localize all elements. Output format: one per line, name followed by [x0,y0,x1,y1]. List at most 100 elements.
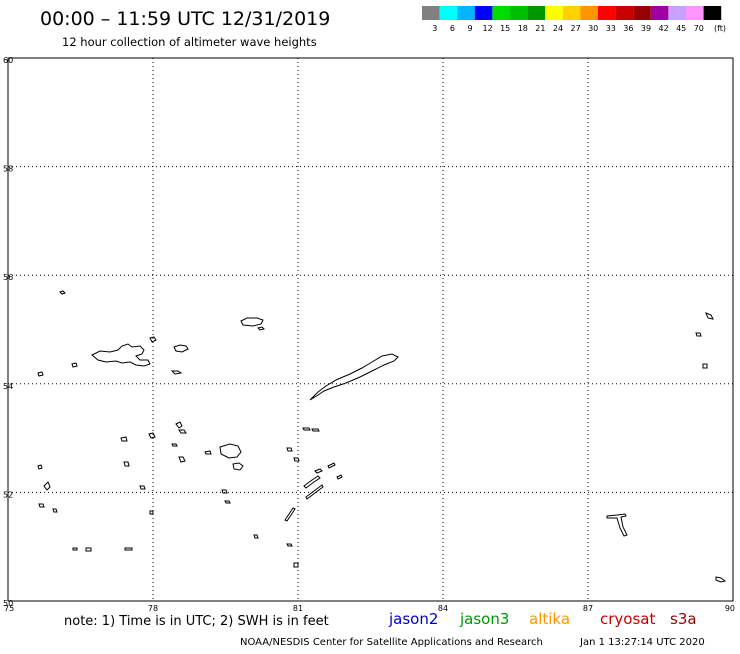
x-tick-label: 90 [725,604,735,613]
legend-swatch [439,6,458,20]
legend-swatch [598,6,616,20]
coastline [123,461,130,467]
legend-label: 45 [676,24,686,33]
coastline [85,547,92,552]
legend-label: 42 [659,24,669,33]
x-tick-label: 81 [293,604,303,613]
y-tick-label: 56 [3,273,13,282]
coastline [715,576,727,583]
coastline [120,436,128,442]
legend-label: 12 [483,24,493,33]
coastline [240,317,264,327]
coastline [705,312,714,320]
x-tick-label: 75 [4,604,14,613]
coastline [43,481,51,491]
coastline [232,462,244,471]
legend-label: 3 [432,24,437,33]
legend-label: 39 [641,24,651,33]
coastline [224,500,231,504]
legend-swatch [633,6,651,20]
coastline [221,489,228,494]
coastline [178,429,187,434]
coastline [302,427,311,431]
y-axis-ticks: 50 52 54 56 58 60 [3,56,13,608]
coastline [173,344,189,353]
footer-credit: NOAA/NESDIS Center for Satellite Applica… [240,637,543,648]
coastline [284,507,296,522]
coastline [124,547,133,551]
legend-label: 27 [571,24,581,33]
legend-label: 9 [467,24,472,33]
legend-swatch [668,6,686,20]
chart-title: 00:00 – 11:59 UTC 12/31/2019 [40,8,330,30]
legend-swatch [686,6,704,20]
coastline [139,485,146,490]
coastline [695,332,702,337]
coastline [175,421,183,429]
series-label: jason3 [459,610,509,628]
legend-label: 33 [606,24,616,33]
color-legend: 3 6 9 12 15 18 21 24 27 30 33 36 39 42 45 70 [422,6,722,33]
legend-label: 15 [500,24,510,33]
coastline [219,443,242,459]
series-label: jason2 [388,610,438,628]
coastline [71,362,78,368]
legend-swatch [474,6,493,20]
legend-swatch [703,6,722,20]
legend-swatch [650,6,669,20]
legend-swatch [527,6,546,20]
coastline [59,290,66,295]
coastline [311,428,320,432]
series-label: altika [529,610,570,628]
coastline [305,484,324,500]
footer-timestamp: Jan 1 13:27:14 UTC 2020 [579,637,705,648]
chart-subtitle: 12 hour collection of altimeter wave hei… [62,35,317,49]
coastline [309,353,399,401]
coastline [38,503,45,508]
coastline [327,462,336,469]
coastline [149,336,157,343]
x-tick-label: 87 [583,604,593,613]
legend-swatch [615,6,634,20]
x-axis-ticks: 75 78 81 84 87 90 [4,604,735,613]
legend-swatch [422,6,440,20]
coastlines [37,290,727,583]
coastline [204,450,212,455]
coastline [37,371,44,377]
legend-label: 30 [588,24,598,33]
legend-label: 36 [623,24,633,33]
y-tick-label: 58 [3,165,13,174]
footer-note: note: 1) Time is in UTC; 2) SWH is in fe… [64,614,329,629]
legend-swatch [562,6,581,20]
coastline [293,457,300,462]
coastline [293,562,299,568]
coastline [178,456,186,463]
coastline [606,513,628,537]
coastline [253,534,259,539]
x-tick-label: 84 [438,604,448,613]
coastline [286,543,293,547]
coastline [37,464,43,470]
coastline [148,432,156,439]
legend-swatch [492,6,510,20]
coastline [303,475,321,489]
x-tick-label: 78 [148,604,158,613]
coastline [286,447,293,452]
coastline [171,443,178,447]
y-tick-label: 54 [3,382,13,391]
legend-label: 18 [518,24,528,33]
coastline [336,474,343,480]
plot-frame [7,57,734,602]
coastline [72,547,78,551]
legend-swatch [457,6,475,20]
y-tick-label: 60 [3,56,13,65]
coastline [257,326,265,331]
legend-swatch [580,6,598,20]
legend-swatch [510,6,528,20]
legend-swatch [545,6,563,20]
series-label: s3a [670,610,697,628]
coastline [170,370,183,375]
coastline [149,510,154,515]
